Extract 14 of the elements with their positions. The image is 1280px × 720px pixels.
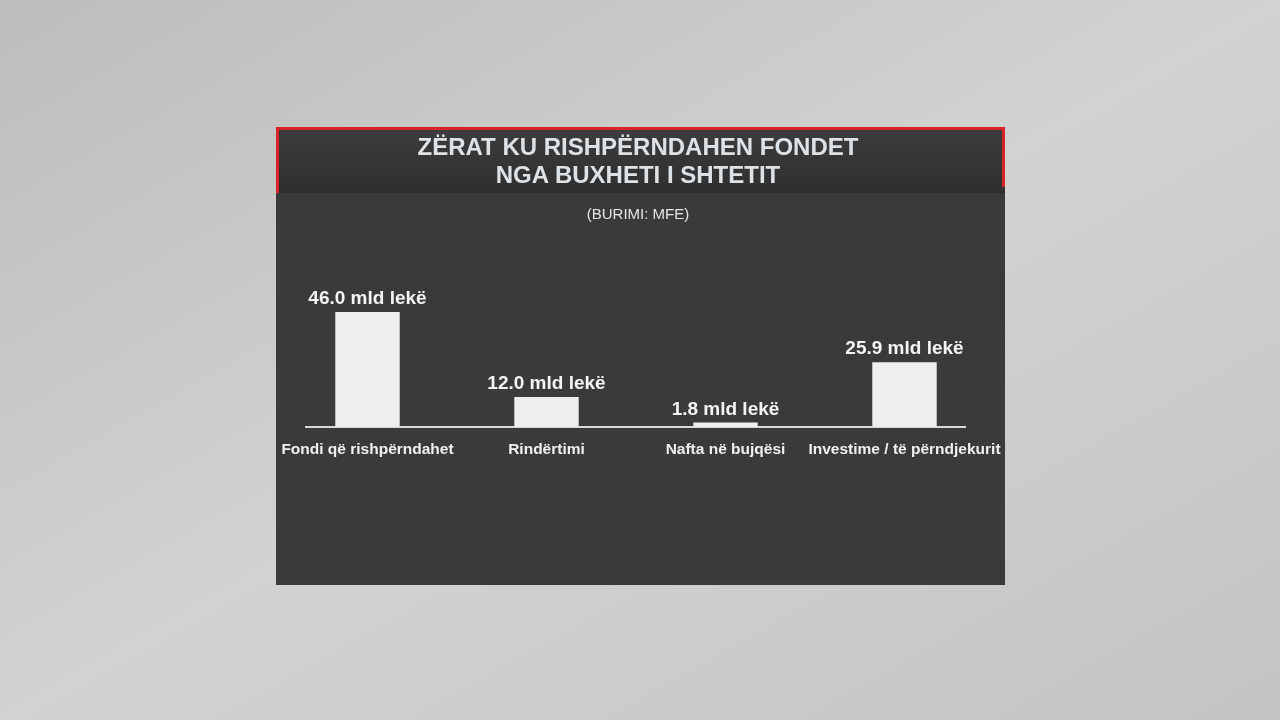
data-label: 12.0 mld lekë [487, 372, 606, 393]
bar [335, 312, 400, 427]
x-tick-label: Fondi që rishpërndahet [281, 440, 454, 457]
bar [514, 397, 579, 427]
data-label: 25.9 mld lekë [845, 337, 964, 359]
bar [693, 422, 758, 427]
bar [872, 362, 937, 427]
x-tick-label: Rindërtimi [508, 440, 585, 457]
chart-title: ZËRAT KU RISHPËRNDAHEN FONDET NGA BUXHETI I SHTETIT [417, 133, 859, 188]
x-tick-label: Nafta në bujqësi [665, 440, 786, 457]
data-label: 46.0 mld lekë [308, 287, 427, 308]
x-tick-label: Investime / të përndjekurit [808, 440, 1001, 457]
data-label: 1.8 mld lekë [671, 397, 780, 419]
chart-subtitle: (BURIMI: MFE) [586, 205, 690, 222]
